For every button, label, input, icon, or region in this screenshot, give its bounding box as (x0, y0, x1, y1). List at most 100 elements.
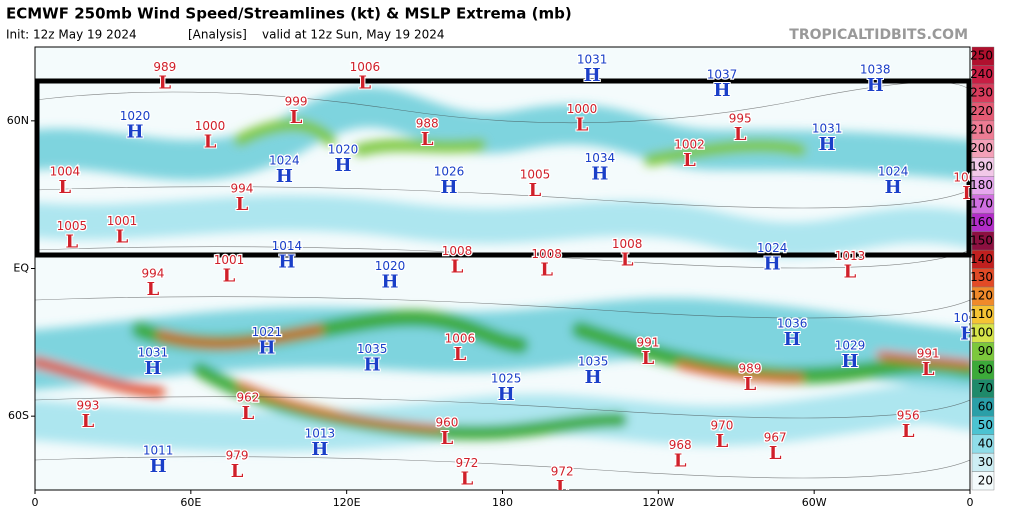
y-tick-label: EQ (13, 262, 29, 275)
colorbar-label: 160 (970, 215, 993, 229)
pressure-value: 1025 (491, 372, 522, 386)
pressure-value: 1031 (812, 121, 843, 135)
pressure-center: L (147, 279, 160, 300)
pressure-center: L (674, 451, 687, 472)
region-box (34, 78, 972, 258)
pressure-center: L (844, 261, 857, 282)
pressure-center: H (278, 252, 295, 273)
pressure-center: L (59, 177, 72, 198)
pressure-center: L (116, 227, 129, 248)
colorbar-label: 170 (970, 196, 993, 210)
colorbar-label: 80 (978, 363, 993, 377)
pressure-value: 1000 (567, 102, 598, 116)
pressure-value: 1036 (777, 317, 808, 331)
wind-field (35, 87, 970, 452)
pressure-center: L (421, 129, 434, 150)
pressure-value: 994 (141, 267, 164, 281)
pressure-center: L (556, 477, 569, 498)
pressure-center: L (683, 150, 696, 171)
y-tick-label: 60N (7, 114, 29, 127)
colorbar-label: 230 (970, 86, 993, 100)
pressure-center: H (498, 384, 515, 405)
x-tick-label: 120E (333, 496, 361, 509)
pressure-value: 991 (917, 347, 940, 361)
pressure-value: 989 (739, 362, 762, 376)
pressure-center: L (82, 411, 95, 432)
colorbar-label: 100 (970, 326, 993, 340)
streamlines (35, 81, 970, 479)
pressure-center: H (591, 164, 608, 185)
map (35, 47, 970, 490)
colorbar-label: 220 (970, 104, 993, 118)
pressure-value: 1008 (612, 237, 643, 251)
pressure-value: 1038 (860, 62, 891, 76)
pressure-center: H (713, 80, 730, 101)
pressure-center: L (576, 114, 589, 135)
pressure-center: L (734, 124, 747, 145)
pressure-value: 1035 (578, 355, 609, 369)
pressure-value: 994 (231, 181, 254, 195)
colorbar-label: 50 (978, 418, 993, 432)
pressure-center: H (867, 75, 884, 96)
pressure-center: H (960, 323, 977, 344)
colorbar-label: 240 (970, 67, 993, 81)
colorbar-label: 120 (970, 289, 993, 303)
colorbar-label: 110 (970, 307, 993, 321)
pressure-value: 1006 (350, 60, 381, 74)
pressure-center: L (744, 374, 757, 395)
pressure-center: H (584, 65, 601, 86)
pressure-value: 1021 (252, 325, 283, 339)
colorbar: 20 30 40 50 60 70 80 90 100 110 120 130 140 150 160 170… (970, 46, 995, 491)
pressure-center: H (764, 254, 781, 275)
x-tick-label: 120W (642, 496, 674, 509)
pressure-value: 1026 (434, 164, 465, 178)
pressure-center: H (364, 354, 381, 375)
pressure-center: H (784, 329, 801, 350)
pressure-center: L (66, 232, 79, 253)
pressure-center: L (454, 344, 467, 365)
pressure-value: 1002 (674, 137, 705, 151)
pressure-value: 1034 (585, 151, 616, 165)
pressure-center: H (276, 166, 293, 187)
colorbar-label: 30 (978, 455, 993, 469)
pressure-center: L (359, 72, 372, 93)
pressure-value: 972 (455, 456, 478, 470)
pressure-value: 1020 (328, 142, 359, 156)
pressure-value: 1031 (577, 53, 608, 67)
pressure-value: 1033 (953, 311, 984, 325)
axes: 0 60E 120E 180 120W 60W 0 60N EQ 60S (7, 114, 974, 509)
pressure-center: H (819, 134, 836, 155)
pressure-center: H (585, 367, 602, 388)
pressure-center: L (621, 250, 634, 271)
init: Init: 12z May 19 2024 (6, 28, 137, 42)
pressure-center: L (451, 257, 464, 278)
pressure-value: 962 (237, 390, 260, 404)
colorbar-label: 130 (970, 270, 993, 284)
colorbar-label: 20 (978, 473, 993, 487)
pressure-value: 988 (416, 117, 439, 131)
pressure-value: 956 (897, 408, 920, 422)
pressure-value: 1004 (50, 164, 81, 178)
pressure-value: 1035 (357, 342, 388, 356)
colorbar-label: 70 (978, 381, 993, 395)
pressure-value: 1029 (835, 339, 866, 353)
pressure-center: H (144, 358, 161, 379)
x-tick-label: 180 (492, 496, 513, 509)
colorbar-label: 60 (978, 399, 993, 413)
colorbar-label: 210 (970, 123, 993, 137)
pressure-value: 1008 (442, 244, 473, 258)
pressure-value: 1001 (214, 253, 245, 267)
pressure-value: 1024 (269, 153, 300, 167)
colorbar-label: 180 (970, 178, 993, 192)
pressure-center: H (258, 337, 275, 358)
pressure-value: 1011 (143, 443, 174, 457)
pressure-value: 993 (77, 398, 100, 412)
pressure-value: 1001 (107, 214, 138, 228)
pressure-value: 970 (711, 418, 734, 432)
pressure-center: H (335, 155, 352, 176)
pressure-center: L (540, 260, 553, 281)
x-tick-label: 60E (180, 496, 201, 509)
pressure-center: L (962, 183, 975, 204)
analysis: [Analysis] (188, 28, 247, 42)
